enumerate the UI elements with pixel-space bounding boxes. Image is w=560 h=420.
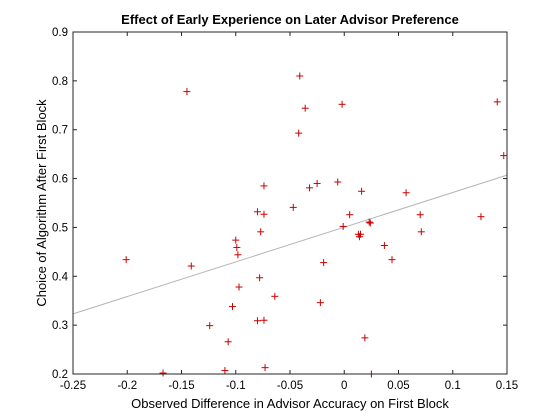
y-tick-label: 0.6 [52,174,68,186]
data-point [235,283,243,291]
data-point [380,242,388,250]
x-tick-label: -0.25 [60,380,86,392]
data-point [358,187,366,195]
data-point [159,369,167,377]
data-point [361,334,369,342]
data-point [224,338,232,346]
data-point [320,259,328,267]
y-axis-label: Choice of Algorithm After First Block [34,99,49,307]
data-point [357,230,365,238]
data-point [402,189,410,197]
x-axis-label: Observed Difference in Advisor Accuracy … [131,396,449,411]
data-point [234,251,242,259]
ticks-layer: -0.25 -0.2 -0.15 -0.1 -0.05 0 0.05 0.1 0.15 0.2 0.… [52,27,518,392]
data-point [206,322,214,330]
data-point [271,292,279,300]
data-point [295,129,303,137]
data-point [306,184,314,192]
data-point [493,98,501,106]
x-tick-label: -0.2 [117,380,137,392]
trend-line-layer [72,174,508,315]
data-point [187,262,195,270]
x-tick-label: 0 [341,380,347,392]
y-tick-label: 0.2 [52,369,68,381]
data-point [500,152,508,160]
y-tick-label: 0.8 [52,76,68,88]
data-points-layer [122,72,508,378]
data-point [253,317,261,325]
data-point [477,213,485,221]
x-tick-label: 0.1 [445,380,461,392]
x-tick-label: 0.05 [387,380,409,392]
data-point [313,179,321,187]
y-tick-label: 0.7 [52,125,68,137]
y-tick-label: 0.9 [52,27,68,39]
x-tick-label: 0.15 [496,380,518,392]
data-point [289,203,297,211]
trend-line [72,174,508,315]
data-point [334,178,342,186]
data-point [233,243,241,251]
data-point [301,104,309,112]
data-point [253,208,261,216]
data-point [221,367,229,375]
plot-area [73,32,507,374]
data-point [122,256,130,264]
x-tick-label: -0.1 [226,380,246,392]
data-point [183,88,191,96]
data-point [388,256,396,264]
y-tick-label: 0.3 [52,320,68,332]
data-point [417,228,425,236]
data-point [365,218,373,226]
data-point [366,219,374,227]
y-tick-label: 0.4 [52,271,69,283]
data-point [257,228,265,236]
data-point [316,299,324,307]
x-tick-label: -0.05 [277,380,303,392]
data-point [338,100,346,108]
data-point [416,211,424,219]
data-point [228,303,236,311]
data-point [346,211,354,219]
chart-title: Effect of Early Experience on Later Advi… [121,12,459,27]
data-point [260,210,268,218]
data-point [232,236,240,244]
data-point [339,222,347,230]
y-tick-label: 0.5 [52,222,68,234]
data-point [256,274,264,282]
x-tick-label: -0.15 [168,380,194,392]
data-point [261,364,269,372]
data-point [260,316,268,324]
data-point [296,72,304,80]
data-point [260,182,268,190]
